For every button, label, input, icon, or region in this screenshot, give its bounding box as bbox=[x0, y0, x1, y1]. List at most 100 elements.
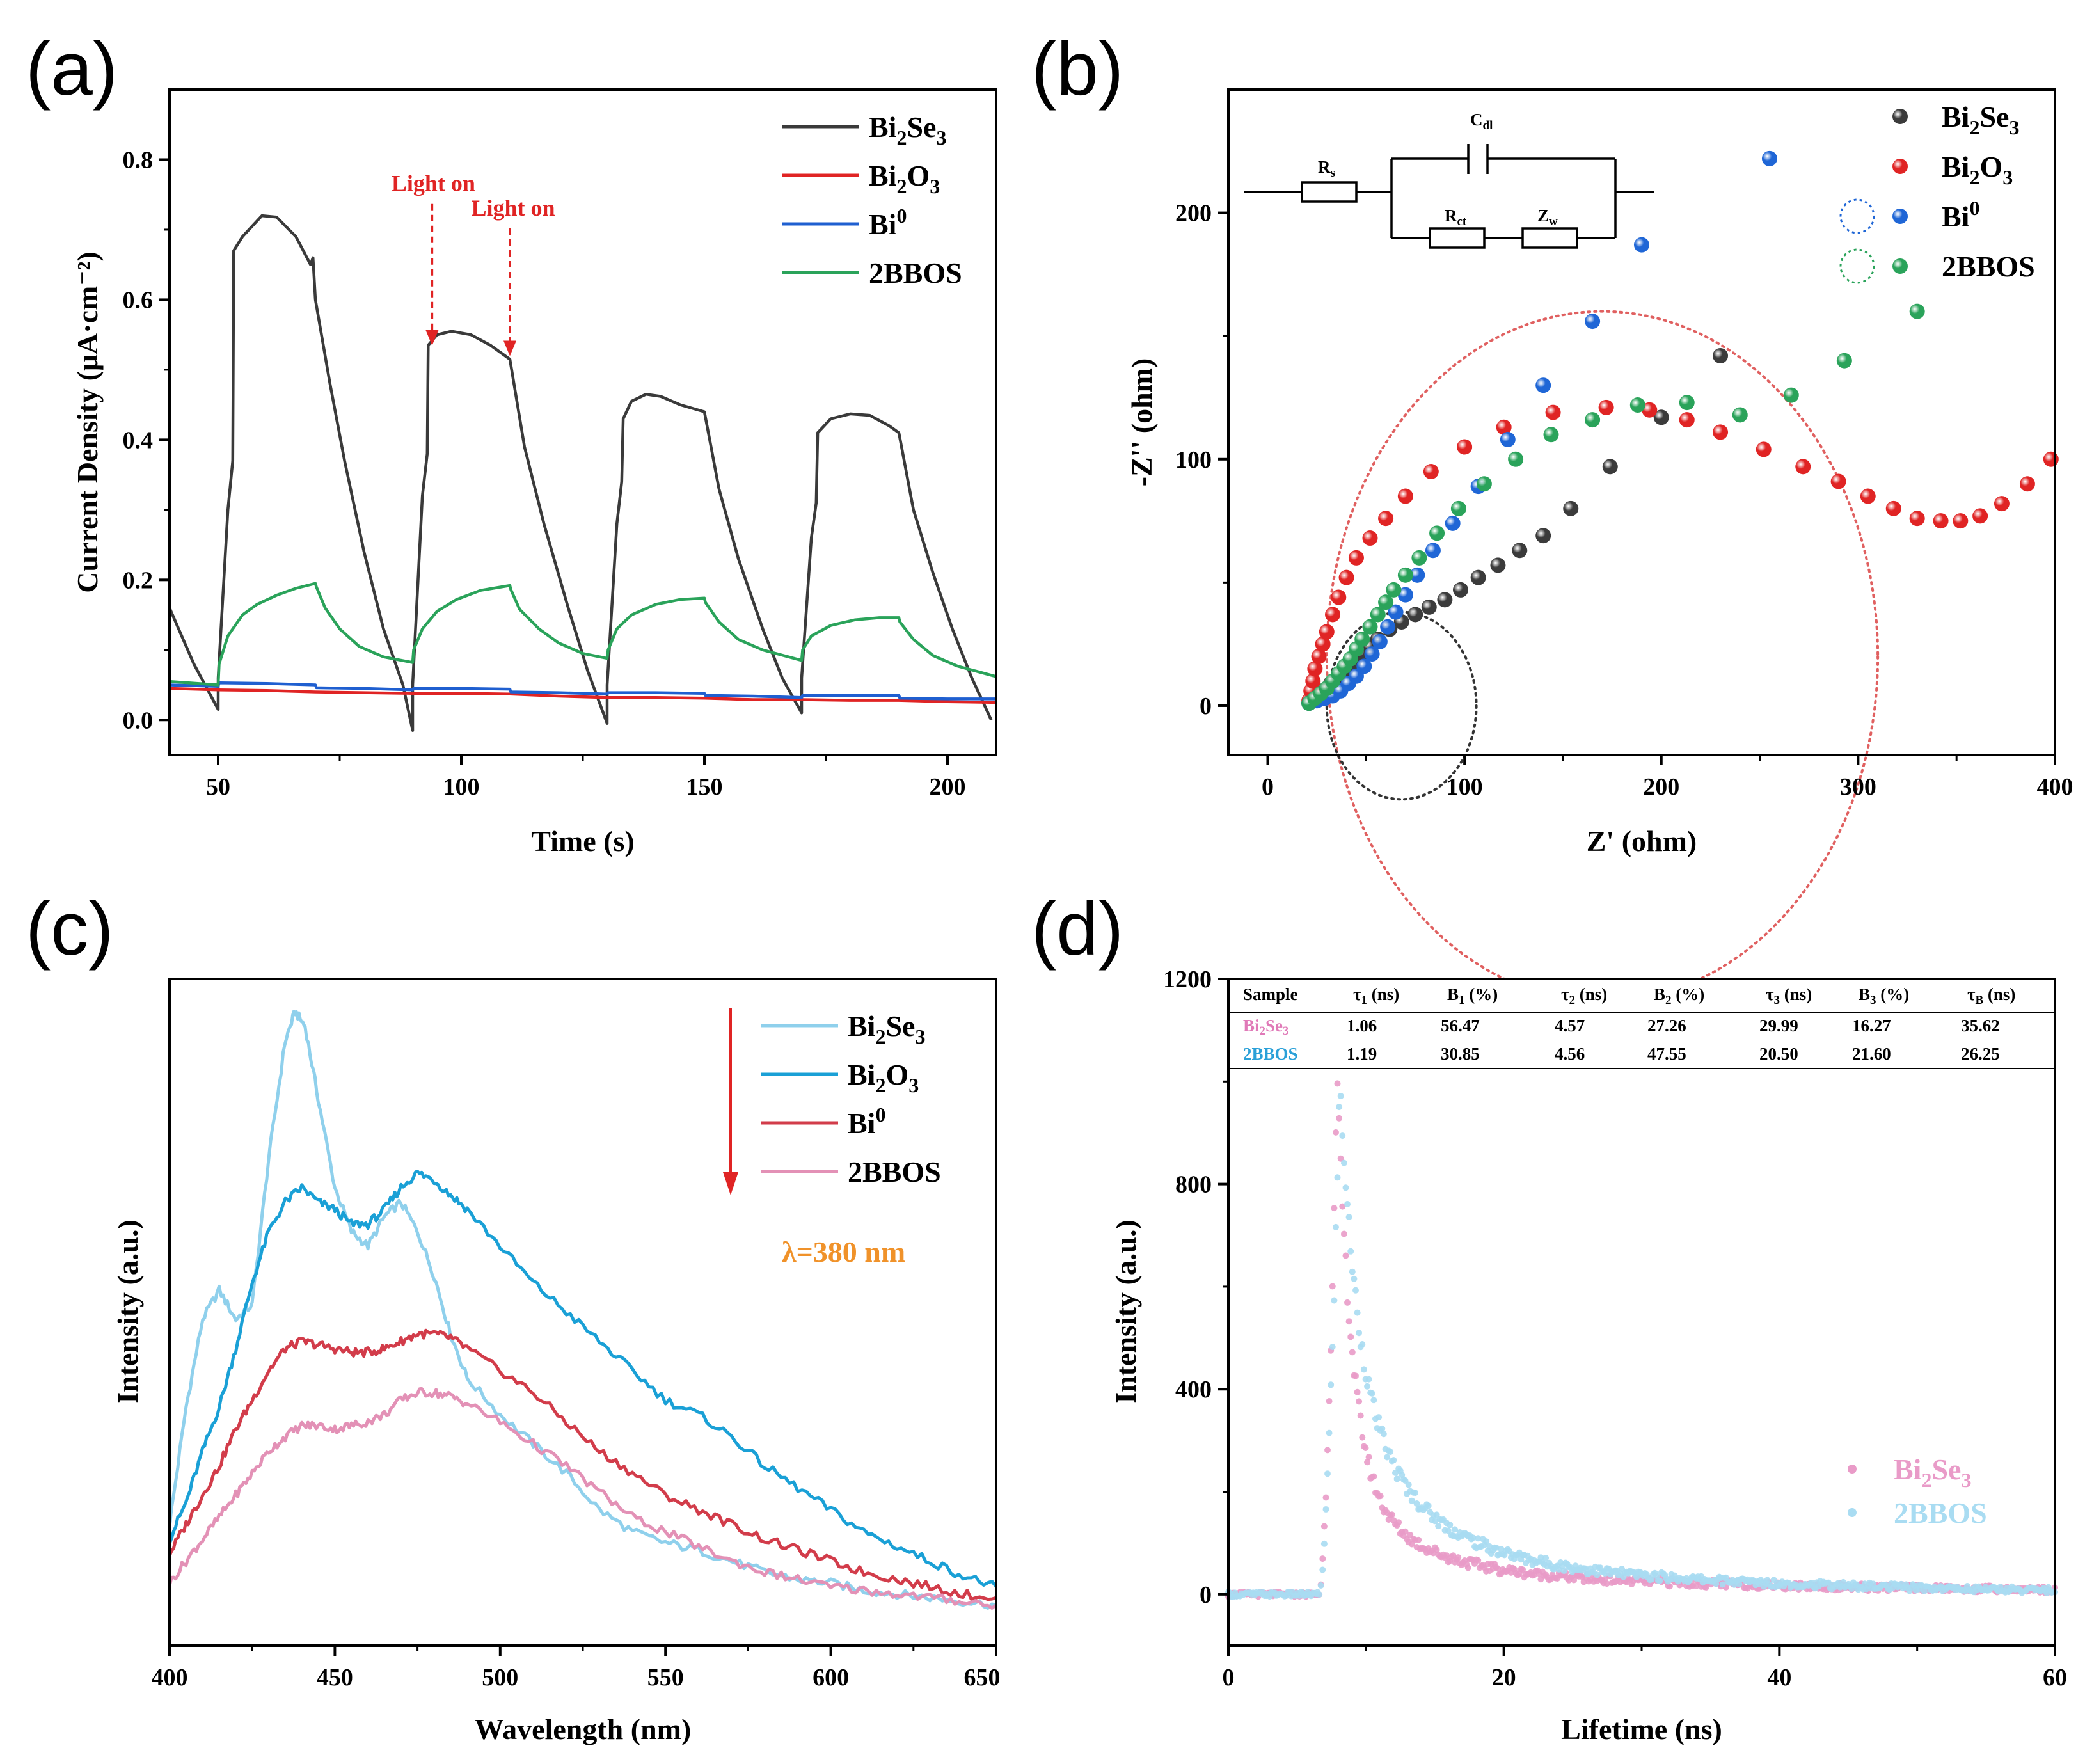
decay-point-2BBOS bbox=[1320, 1540, 1328, 1547]
decay-point-2BBOS bbox=[1719, 1581, 1726, 1588]
decay-point-2BBOS bbox=[1352, 1287, 1359, 1294]
y-tick-label: 0.6 bbox=[123, 287, 154, 314]
table-cell: 1.06 bbox=[1347, 1016, 1377, 1035]
panel-d-ylabel: Intensity (a.u.) bbox=[1109, 1220, 1142, 1404]
decay-point-2BBOS bbox=[1412, 1490, 1418, 1497]
data-point-Bi2O3 bbox=[1885, 500, 1901, 516]
table-cell: 56.47 bbox=[1441, 1016, 1480, 1035]
y-tick-label: 400 bbox=[1175, 1376, 1212, 1403]
table-cell: 4.56 bbox=[1555, 1044, 1585, 1063]
data-point-Bi2Se3 bbox=[1512, 543, 1528, 559]
data-point-Bi2O3 bbox=[1642, 402, 1658, 418]
decay-point-Bi2Se3 bbox=[1443, 1552, 1450, 1559]
decay-point-2BBOS bbox=[1324, 1470, 1331, 1477]
data-point-Bi2O3 bbox=[1423, 464, 1439, 480]
table-cell: 27.26 bbox=[1647, 1016, 1686, 1035]
decay-point-Bi2Se3 bbox=[1364, 1459, 1371, 1466]
y-tick-label: 0.4 bbox=[123, 427, 154, 454]
data-point-2BBOS bbox=[1732, 407, 1748, 423]
data-point-Bi0 bbox=[1500, 431, 1516, 447]
x-tick-label: 150 bbox=[686, 774, 723, 800]
data-point-2BBOS bbox=[1378, 594, 1394, 610]
table-header: Sample bbox=[1243, 985, 1298, 1004]
decay-point-Bi2Se3 bbox=[1352, 1372, 1359, 1379]
light-on-arrowhead bbox=[425, 330, 439, 346]
data-point-Bi2Se3 bbox=[1535, 528, 1551, 544]
data-point-2BBOS bbox=[1585, 412, 1601, 428]
circuit-cdl-label: Cdl bbox=[1470, 110, 1493, 132]
decay-point-2BBOS bbox=[1340, 1159, 1347, 1166]
table-header: B3 (%) bbox=[1859, 985, 1909, 1007]
decay-point-Bi2Se3 bbox=[1603, 1580, 1610, 1587]
data-point-2BBOS bbox=[1836, 353, 1852, 369]
y-tick-label: 100 bbox=[1175, 447, 1212, 473]
y-tick-label: 800 bbox=[1175, 1172, 1212, 1198]
decay-point-Bi2Se3 bbox=[1319, 1555, 1326, 1562]
legend-label: Bi2Se3 bbox=[869, 111, 946, 149]
data-point-Bi2O3 bbox=[1331, 589, 1347, 605]
data-point-2BBOS bbox=[1370, 607, 1386, 623]
data-point-Bi2Se3 bbox=[1490, 557, 1506, 573]
panel-c-ticks: 400 450 500 550 600 650 bbox=[152, 1646, 1001, 1691]
decay-point-2BBOS bbox=[1387, 1449, 1394, 1456]
panel-d-series bbox=[1225, 1080, 2058, 1600]
decay-point-Bi2Se3 bbox=[1388, 1511, 1395, 1518]
data-point-Bi0 bbox=[1356, 658, 1372, 674]
spectrum-line-Bi2Se3 bbox=[168, 1010, 997, 1610]
data-point-Bi0 bbox=[1425, 543, 1441, 559]
decay-point-2BBOS bbox=[1470, 1534, 1477, 1541]
data-point-Bi2Se3 bbox=[1452, 582, 1468, 598]
light-on-arrowhead bbox=[503, 340, 516, 356]
table-cell: 20.50 bbox=[1759, 1044, 1798, 1063]
spectrum-line-2BBOS bbox=[168, 1387, 997, 1610]
data-point-Bi0 bbox=[1445, 515, 1461, 531]
data-point-Bi2Se3 bbox=[1653, 409, 1669, 425]
table-cell: 29.99 bbox=[1759, 1016, 1798, 1035]
data-point-2BBOS bbox=[1397, 567, 1413, 583]
decay-point-2BBOS bbox=[1413, 1500, 1420, 1507]
panel-d-label: (d) bbox=[1031, 887, 1123, 971]
decay-point-2BBOS bbox=[1347, 1248, 1354, 1255]
table-header: B1 (%) bbox=[1447, 985, 1498, 1007]
data-point-Bi2O3 bbox=[1994, 496, 2010, 512]
decay-point-2BBOS bbox=[1360, 1366, 1367, 1373]
y-tick-label: 0 bbox=[1200, 1582, 1212, 1609]
data-point-Bi2O3 bbox=[1860, 488, 1876, 504]
decay-point-Bi2Se3 bbox=[1333, 1129, 1339, 1136]
data-point-Bi0 bbox=[1388, 604, 1404, 620]
data-point-Bi0 bbox=[1585, 314, 1601, 330]
panel-c-xlabel: Wavelength (nm) bbox=[475, 1713, 692, 1745]
decay-point-Bi2Se3 bbox=[1402, 1528, 1409, 1535]
excitation-wavelength-label: λ=380 nm bbox=[782, 1236, 905, 1268]
decay-point-2BBOS bbox=[1452, 1526, 1458, 1533]
decay-point-2BBOS bbox=[1334, 1174, 1341, 1181]
legend-label: 2BBOS bbox=[1942, 250, 2035, 283]
data-point-2BBOS bbox=[1386, 582, 1402, 598]
legend-label: Bi2Se3 bbox=[848, 1010, 925, 1048]
legend-label: Bi2O3 bbox=[1942, 150, 2013, 189]
panel-a-label: (a) bbox=[26, 27, 118, 111]
data-point-Bi2O3 bbox=[1545, 404, 1561, 420]
decay-point-2BBOS bbox=[1435, 1523, 1442, 1530]
panel-c-legend: Bi2Se3 Bi2O3 Bi0 2BBOS bbox=[761, 1010, 941, 1188]
data-point-Bi0 bbox=[1397, 587, 1413, 603]
data-point-2BBOS bbox=[1476, 476, 1492, 492]
decay-point-2BBOS bbox=[1349, 1268, 1356, 1275]
data-point-Bi2Se3 bbox=[1407, 607, 1423, 623]
data-point-Bi2Se3 bbox=[1470, 569, 1486, 585]
table-sample-name: 2BBOS bbox=[1243, 1044, 1298, 1063]
decay-point-2BBOS bbox=[1379, 1425, 1386, 1432]
x-tick-label: 200 bbox=[930, 774, 966, 800]
table-cell: 4.57 bbox=[1555, 1016, 1585, 1035]
table-cell: 1.19 bbox=[1347, 1044, 1377, 1063]
decay-point-2BBOS bbox=[1364, 1383, 1371, 1390]
data-point-Bi2O3 bbox=[1457, 439, 1473, 455]
circuit-rs-label: Rs bbox=[1318, 157, 1335, 180]
panel-b-label: (b) bbox=[1031, 27, 1123, 111]
decay-point-Bi2Se3 bbox=[1415, 1536, 1422, 1543]
table-sample-name: Bi2Se3 bbox=[1243, 1016, 1289, 1038]
panel-d-legend: Bi2Se3 2BBOS bbox=[1848, 1453, 1987, 1529]
table-header: τ2 (ns) bbox=[1561, 985, 1607, 1007]
panel-a-xlabel: Time (s) bbox=[531, 825, 634, 857]
decay-point-2BBOS bbox=[1393, 1475, 1400, 1482]
